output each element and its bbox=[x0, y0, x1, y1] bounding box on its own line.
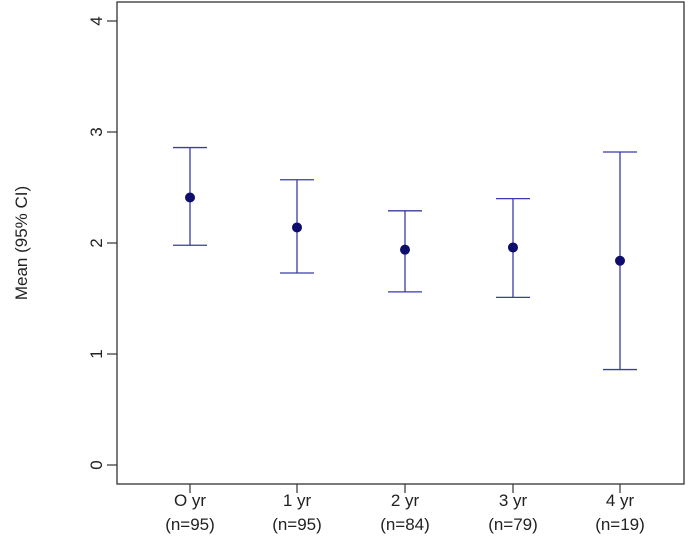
y-tick-label: 1 bbox=[87, 349, 106, 358]
x-tick-label: 1 yr bbox=[283, 491, 312, 510]
mean-point bbox=[615, 255, 625, 266]
x-tick-sample-size: (n=95) bbox=[272, 515, 322, 534]
x-tick-label: 4 yr bbox=[606, 491, 635, 510]
mean-point bbox=[508, 242, 518, 253]
y-tick-label: 0 bbox=[87, 460, 106, 469]
mean-point bbox=[400, 244, 410, 255]
x-tick-sample-size: (n=95) bbox=[165, 515, 215, 534]
y-tick-label: 4 bbox=[87, 16, 106, 25]
series-marks bbox=[173, 146, 637, 371]
mean-point bbox=[185, 192, 195, 203]
y-tick-label: 3 bbox=[87, 127, 106, 136]
x-tick-label: 2 yr bbox=[391, 491, 420, 510]
x-tick-sample-size: (n=79) bbox=[488, 515, 538, 534]
x-axis: O yr (n=95) 1 yr (n=95) 2 yr (n=84) 3 yr (n=79)… bbox=[165, 484, 645, 534]
x-tick-sample-size: (n=19) bbox=[595, 515, 645, 534]
y-tick-label: 2 bbox=[87, 238, 106, 247]
x-tick-label: 3 yr bbox=[499, 491, 528, 510]
x-tick-sample-size: (n=84) bbox=[380, 515, 430, 534]
y-axis: 0 1 2 3 4 bbox=[87, 16, 117, 470]
mean-point bbox=[292, 222, 302, 233]
y-axis-label: Mean (95% CI) bbox=[12, 186, 31, 300]
plot-frame bbox=[116, 1, 685, 485]
x-tick-label: O yr bbox=[174, 491, 206, 510]
